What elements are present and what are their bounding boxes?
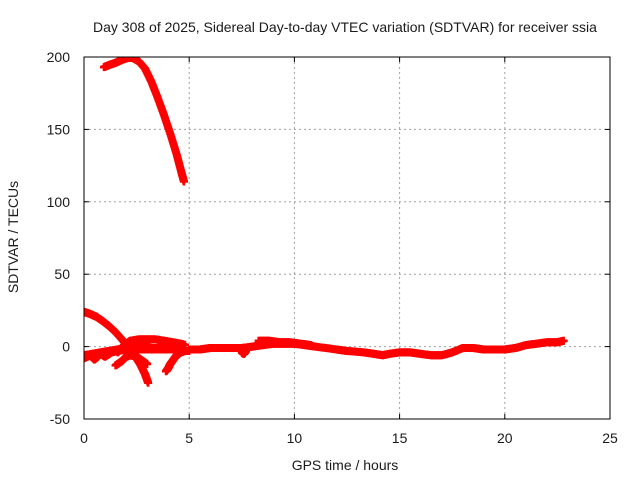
x-tick-labels: 0 5 10 15 20 25 — [80, 430, 618, 446]
y-axis-label: SDTVAR / TECUs — [5, 181, 21, 293]
y-tick-label: 200 — [47, 49, 71, 65]
x-tick-label: 25 — [602, 430, 618, 446]
y-tick-label: -50 — [50, 411, 70, 427]
data-point — [179, 177, 188, 186]
grid-lines — [84, 57, 610, 419]
data-points — [84, 57, 568, 387]
series-arc-low-4 — [84, 345, 173, 364]
x-tick-label: 10 — [287, 430, 303, 446]
series-arc-low-6 — [111, 351, 152, 370]
data-point — [242, 346, 251, 355]
y-tick-label: 0 — [62, 339, 70, 355]
y-tick-labels: -50 0 50 100 150 200 — [47, 49, 71, 427]
series-main-drop — [237, 346, 251, 358]
chart-title: Day 308 of 2025, Sidereal Day-to-day VTE… — [93, 19, 597, 35]
x-tick-label: 0 — [80, 430, 88, 446]
data-point — [144, 378, 153, 387]
series-arc-high — [99, 57, 188, 186]
data-point — [143, 359, 152, 368]
y-tick-label: 150 — [47, 121, 71, 137]
plot-frame — [83, 56, 611, 420]
data-point — [164, 345, 173, 354]
x-axis-label: GPS time / hours — [292, 457, 399, 473]
x-tick-label: 15 — [392, 430, 408, 446]
data-point — [307, 341, 316, 350]
y-tick-label: 50 — [54, 266, 70, 282]
x-tick-label: 5 — [185, 430, 193, 446]
x-tick-label: 20 — [497, 430, 513, 446]
y-tick-label: 100 — [47, 194, 71, 210]
series-main — [185, 336, 568, 360]
data-point — [559, 336, 568, 345]
series-main-dense — [254, 336, 316, 350]
